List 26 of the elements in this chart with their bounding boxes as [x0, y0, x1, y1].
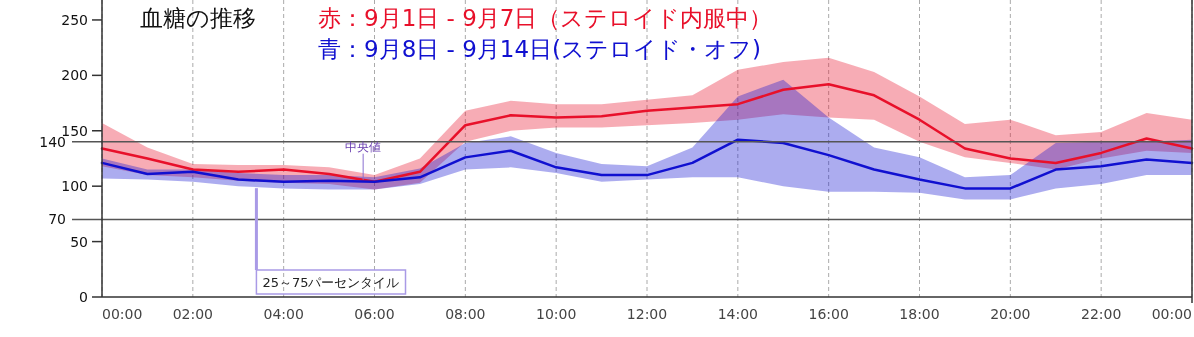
x-tick-label: 02:00 — [172, 306, 214, 322]
chart-title: 血糖の推移 — [140, 5, 256, 31]
annotation: 中央値 — [345, 139, 382, 181]
y-tick-label: 250 — [61, 11, 88, 28]
x-tick-label: 08:00 — [445, 306, 486, 322]
annotation: 中央値 — [345, 139, 382, 154]
annotation: 25～75パーセンタイル — [254, 188, 407, 295]
x-tick-label: 12:00 — [626, 306, 668, 322]
text: 赤：9月1日 - 9月7日（ステロイド内服中） — [318, 5, 773, 31]
y-tick-label: 200 — [61, 67, 88, 84]
y-tick-label: 50 — [70, 233, 88, 250]
annotation: 25～75パーセンタイル — [262, 275, 400, 290]
x-tick-label: 04:00 — [263, 306, 304, 322]
x-tick-label: 14:00 — [717, 306, 759, 322]
x-tick-label: 10:00 — [535, 306, 577, 322]
x-tick-label: 22:00 — [1080, 306, 1122, 322]
text: 青：9月8日 - 9月14日(ステロイド・オフ) — [318, 36, 762, 62]
y-tick-label: 100 — [61, 178, 88, 195]
x-tick-label: 06:00 — [354, 306, 395, 322]
x-tick-label: 16:00 — [808, 306, 849, 322]
ref-line-label: 70 — [48, 211, 66, 228]
x-tick-label: 00:00 — [102, 306, 143, 322]
y-tick-label: 0 — [79, 289, 88, 305]
x-tick-label: 20:00 — [990, 306, 1031, 322]
x-tick-label: 18:00 — [899, 306, 940, 322]
x-tick-label: 00:00 — [1151, 306, 1192, 322]
